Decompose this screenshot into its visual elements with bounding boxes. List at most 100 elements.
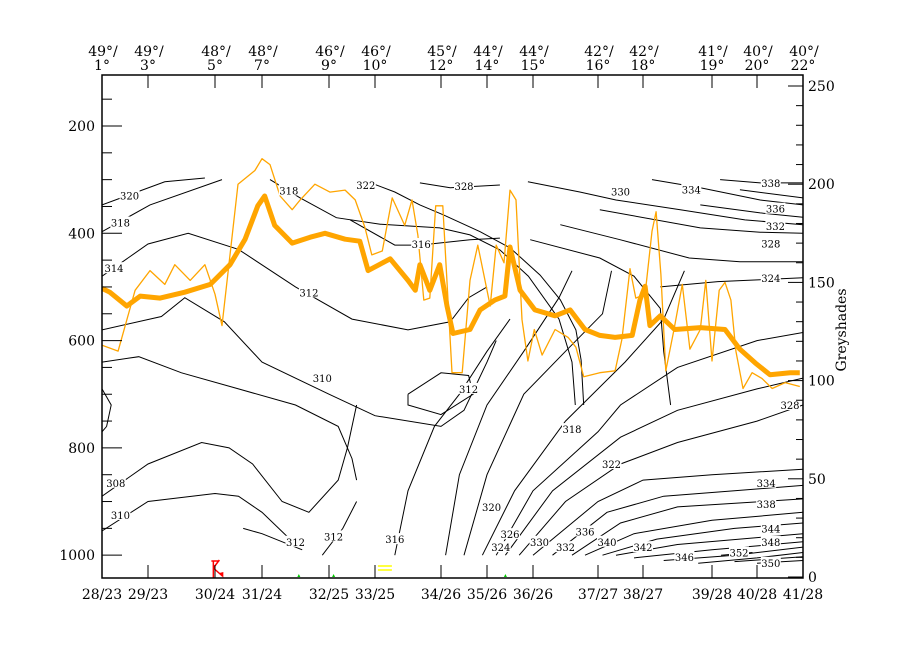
top-lon-label: 7°: [254, 58, 270, 74]
x-tick-label: 38/27: [623, 587, 663, 603]
contour-label: 338: [761, 179, 780, 190]
contour-line: [361, 179, 585, 406]
contour-label-bg: [760, 535, 781, 547]
contour-label: 348: [761, 538, 780, 549]
contour-line: [599, 209, 803, 234]
contour-label-bg: [458, 382, 479, 394]
x-tick-label: 36/26: [513, 587, 553, 603]
shower-triangle-icon: [332, 574, 336, 577]
contour-label: 328: [761, 240, 780, 251]
contour-line: [481, 270, 685, 556]
contour-label-bg: [298, 286, 319, 298]
contour-label-bg: [780, 398, 800, 410]
contour-label: 330: [530, 538, 549, 549]
contour-line: [739, 189, 803, 199]
top-lon-label: 16°: [586, 58, 611, 74]
contour-label-bg: [729, 546, 749, 558]
orange-series: [102, 158, 800, 390]
contour-line: [560, 224, 803, 263]
top-lon-label: 10°: [363, 58, 388, 74]
contour-line: [463, 270, 612, 556]
contour-label-bg: [454, 180, 474, 192]
top-lon-label: 19°: [700, 58, 725, 74]
contour-label: 312: [324, 532, 343, 543]
y-right-label: Greyshades: [834, 288, 850, 371]
x-tick-label: 28/23: [82, 587, 122, 603]
contour-label: 332: [766, 222, 785, 233]
contour-line: [394, 318, 511, 556]
contour-line: [269, 179, 576, 406]
top-lat-label: 46°/: [361, 44, 391, 60]
contour-label-bg: [555, 541, 576, 553]
top-lat-label: 48°/: [248, 44, 278, 60]
y-left-tick-label: 1000: [59, 548, 95, 564]
contour-label-bg: [285, 535, 306, 547]
y-left-tick-label: 600: [68, 334, 95, 350]
thick-orange-line: [102, 193, 800, 378]
x-tick-label: 39/28: [692, 587, 732, 603]
contour-label: 320: [120, 192, 139, 203]
contour-label: 326: [500, 530, 519, 541]
contour-label: 334: [682, 185, 701, 196]
contour-label: 338: [757, 500, 776, 511]
top-lon-label: 22°: [791, 58, 816, 74]
contour-line: [720, 179, 803, 184]
contour-label-bg: [411, 238, 432, 250]
top-lon-label: 18°: [631, 58, 656, 74]
shower-triangle-icon: [503, 574, 507, 577]
contour-label-bg: [105, 476, 126, 488]
contour-label-bg: [355, 179, 376, 191]
contour-line: [407, 372, 474, 416]
contour-label: 320: [482, 503, 501, 514]
contour-line: [102, 232, 488, 331]
contour-line: [532, 468, 803, 556]
contour-labels: 320 318 318 322 328 330 334 338 336 332 328 324 316 3…: [104, 176, 800, 570]
x-tick-label: 30/24: [195, 587, 235, 603]
contour-line: [445, 270, 573, 556]
contour-label: 324: [491, 543, 510, 554]
contour-label-bg: [562, 423, 582, 435]
contour-line: [495, 332, 803, 556]
contour-label: 310: [111, 511, 130, 522]
contour-label: 328: [454, 182, 473, 193]
contour-label: 336: [766, 205, 785, 216]
contour-label-bg: [760, 237, 781, 249]
top-lon-label: 12°: [429, 58, 454, 74]
contour-line: [419, 182, 500, 189]
y-left-tick-label: 200: [68, 119, 95, 135]
top-lon-label: 15°: [521, 58, 546, 74]
top-lon-label: 14°: [475, 58, 500, 74]
contour-label: 310: [313, 374, 332, 385]
contour-line: [102, 297, 497, 427]
contour-line: [102, 404, 358, 513]
y-left-tick-label: 400: [68, 226, 95, 242]
top-lat-label: 40°/: [743, 44, 773, 60]
contour-label-bg: [119, 189, 140, 201]
contour-line: [321, 501, 358, 556]
contour-label: 322: [602, 460, 621, 471]
x-tick-label: 41/28: [783, 587, 823, 603]
contour-label-bg: [312, 372, 333, 384]
contour-label: 318: [562, 425, 581, 436]
y-left-tick-label: 800: [68, 441, 95, 457]
contour-label: 308: [106, 479, 125, 490]
contour-label-bg: [481, 500, 502, 512]
contour-label: 346: [675, 553, 694, 564]
y-right-tick-label: 100: [808, 374, 835, 390]
contour-line: [102, 388, 112, 433]
contour-label: 312: [459, 385, 478, 396]
top-lon-label: 3°: [140, 58, 156, 74]
contour-line: [518, 404, 803, 556]
contour-label-bg: [278, 184, 299, 196]
top-lat-label: 46°/: [315, 44, 345, 60]
contour-line: [102, 492, 296, 545]
contour-label: 336: [575, 527, 594, 538]
top-lat-label: 48°/: [201, 44, 231, 60]
contour-label-bg: [104, 262, 124, 274]
x-tick-label: 37/27: [578, 587, 618, 603]
contour-label-bg: [597, 535, 617, 547]
contour-label: 318: [111, 219, 130, 230]
y-right-tick-label: 150: [808, 275, 835, 291]
contour-label: 316: [412, 240, 431, 251]
thunderstorm-arrow-icon: [219, 572, 224, 578]
